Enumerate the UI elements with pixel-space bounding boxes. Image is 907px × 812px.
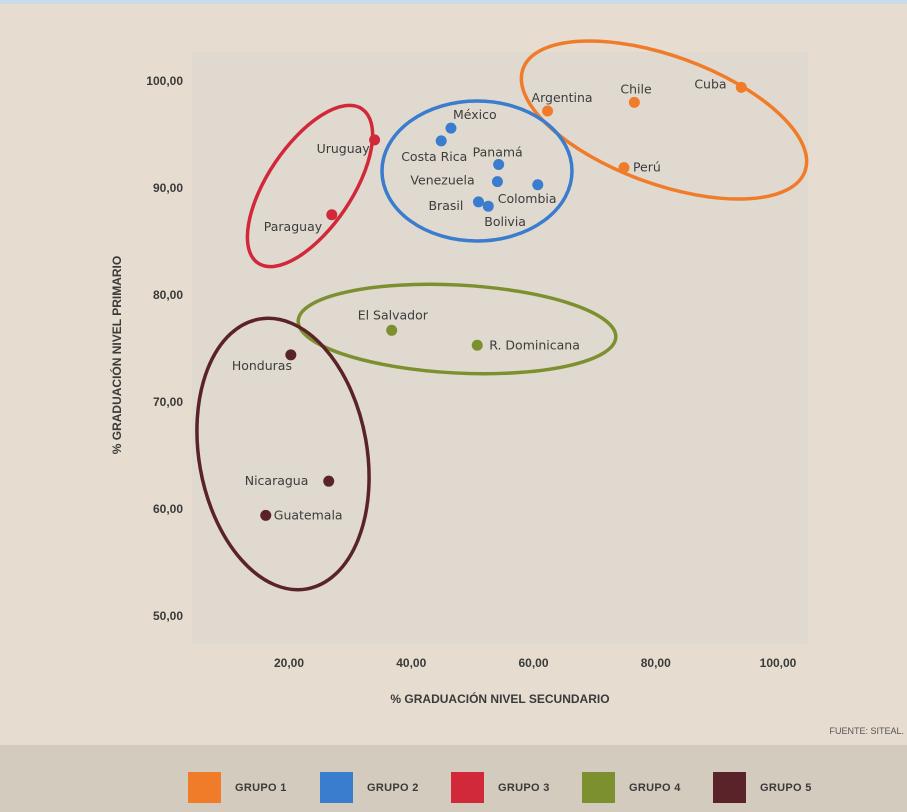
x-axis-ticks: 20,00 40,00 60,00 80,00 100,00 — [274, 656, 797, 670]
x-tick-label: 60,00 — [518, 656, 548, 670]
legend-item-grupo-5: GRUPO 5 — [713, 772, 812, 803]
legend: GRUPO 1 GRUPO 2 GRUPO 3 GRUPO 4 GRUPO 5 — [0, 745, 907, 812]
data-point-cuba — [735, 81, 747, 93]
point-label-guatemala: Guatemala — [274, 507, 343, 522]
scatter-chart: Argentina Chile Cuba Perú México Costa Rica Pa… — [109, 39, 904, 736]
data-point-panama — [493, 158, 505, 170]
point-label-nicaragua: Nicaragua — [245, 473, 309, 488]
data-point-guatemala — [260, 509, 272, 521]
data-point-brasil — [472, 196, 484, 208]
point-label-panama: Panamá — [473, 144, 523, 159]
x-tick-label: 20,00 — [274, 656, 304, 670]
data-point-nicaragua — [323, 475, 335, 487]
legend-item-grupo-1: GRUPO 1 — [188, 772, 287, 803]
legend-label-grupo-4: GRUPO 4 — [629, 781, 681, 794]
data-point-uruguay — [369, 134, 381, 146]
point-label-costa-rica: Costa Rica — [401, 149, 467, 164]
legend-label-grupo-1: GRUPO 1 — [235, 781, 287, 794]
legend-label-grupo-3: GRUPO 3 — [498, 781, 550, 794]
x-axis-title: % GRADUACIÓN NIVEL SECUNDARIO — [390, 691, 609, 706]
y-tick-label: 60,00 — [153, 502, 183, 516]
x-tick-label: 100,00 — [760, 656, 797, 670]
legend-label-grupo-5: GRUPO 5 — [760, 781, 812, 794]
y-axis-ticks: 50,00 60,00 70,00 80,00 90,00 100,00 — [146, 74, 183, 623]
point-label-mexico: México — [453, 107, 497, 122]
y-tick-label: 70,00 — [153, 395, 183, 409]
legend-item-grupo-2: GRUPO 2 — [320, 772, 419, 803]
top-accent-line — [0, 0, 907, 4]
data-point-venezuela — [491, 176, 503, 188]
y-tick-label: 100,00 — [146, 74, 183, 88]
point-label-argentina: Argentina — [532, 90, 593, 105]
data-point-colombia — [532, 179, 544, 191]
data-point-mexico — [445, 122, 457, 134]
data-point-chile — [628, 96, 640, 108]
point-label-chile: Chile — [620, 81, 652, 96]
legend-swatch-grupo-4 — [582, 772, 615, 803]
y-tick-label: 80,00 — [153, 288, 183, 302]
x-tick-label: 80,00 — [641, 656, 671, 670]
legend-item-grupo-3: GRUPO 3 — [451, 772, 550, 803]
point-label-colombia: Colombia — [498, 191, 557, 206]
data-point-honduras — [285, 349, 297, 361]
legend-swatch-grupo-3 — [451, 772, 484, 803]
legend-label-grupo-2: GRUPO 2 — [367, 781, 419, 794]
group-enclosure-grupo-1 — [519, 39, 809, 201]
data-point-peru — [618, 162, 630, 174]
data-points: Argentina Chile Cuba Perú México Costa Rica Pa… — [232, 76, 747, 522]
y-tick-label: 90,00 — [153, 181, 183, 195]
data-point-r-dominicana — [471, 339, 483, 351]
legend-swatch-grupo-1 — [188, 772, 221, 803]
legend-swatch-grupo-2 — [320, 772, 353, 803]
point-label-brasil: Brasil — [428, 198, 463, 213]
point-label-honduras: Honduras — [232, 358, 292, 373]
source-note: FUENTE: SITEAL. — [829, 726, 904, 736]
group-enclosure-grupo-4 — [296, 282, 618, 376]
data-point-el-salvador — [386, 324, 398, 336]
group-enclosure-grupo-5 — [195, 316, 371, 592]
point-label-bolivia: Bolivia — [484, 214, 526, 229]
group-enclosures — [195, 39, 809, 592]
point-label-peru: Perú — [633, 160, 661, 175]
data-point-costa-rica — [435, 135, 447, 147]
data-point-argentina — [542, 105, 554, 117]
point-label-el-salvador: El Salvador — [358, 307, 429, 322]
y-axis-title: % GRADUACIÓN NIVEL PRIMARIO — [109, 256, 124, 454]
legend-swatch-grupo-5 — [713, 772, 746, 803]
point-label-venezuela: Venezuela — [410, 173, 474, 188]
data-point-bolivia — [482, 200, 494, 212]
data-point-paraguay — [326, 209, 338, 221]
point-label-uruguay: Uruguay — [317, 141, 371, 156]
group-enclosure-grupo-2 — [380, 99, 574, 243]
point-label-r-dominicana: R. Dominicana — [489, 337, 580, 352]
plot-area — [192, 52, 808, 644]
legend-item-grupo-4: GRUPO 4 — [582, 772, 681, 803]
y-tick-label: 50,00 — [153, 609, 183, 623]
x-tick-label: 40,00 — [396, 656, 426, 670]
group-enclosure-grupo-3 — [245, 103, 375, 269]
point-label-cuba: Cuba — [694, 76, 726, 91]
point-label-paraguay: Paraguay — [264, 219, 323, 234]
